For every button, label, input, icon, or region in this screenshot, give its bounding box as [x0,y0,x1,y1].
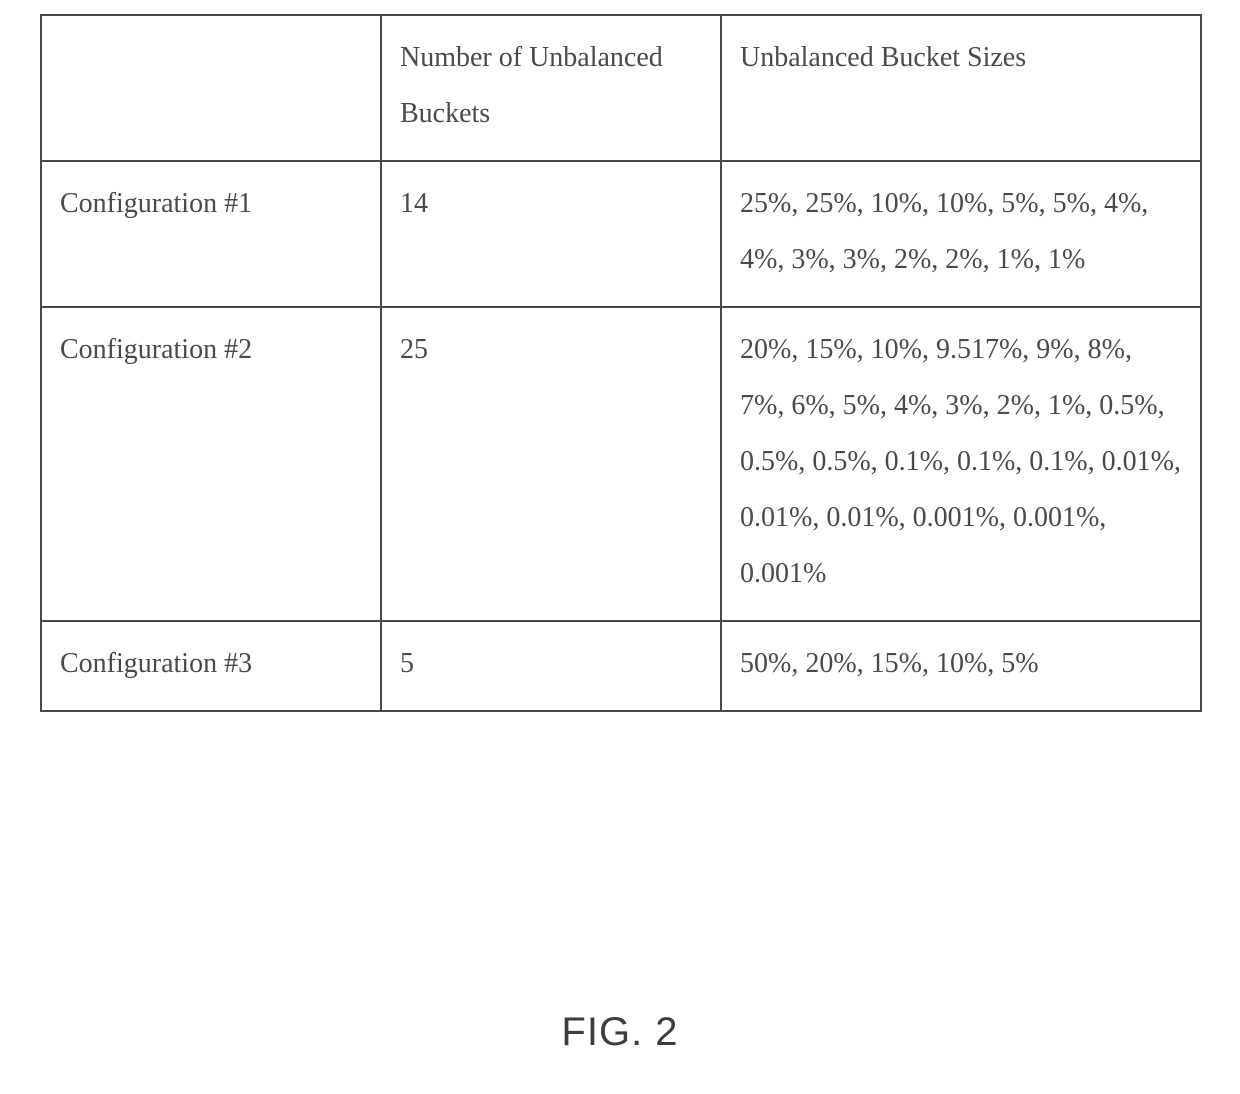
header-sizes: Unbalanced Bucket Sizes [721,15,1201,161]
table-row: Configuration #2 25 20%, 15%, 10%, 9.517… [41,307,1201,621]
config-label: Configuration #2 [41,307,381,621]
header-count: Number of Unbalanced Buckets [381,15,721,161]
figure-label: FIG. 2 [0,1010,1240,1055]
configuration-table-wrap: Number of Unbalanced Buckets Unbalanced … [40,14,1200,712]
table-header-row: Number of Unbalanced Buckets Unbalanced … [41,15,1201,161]
config-label: Configuration #1 [41,161,381,307]
config-sizes: 50%, 20%, 15%, 10%, 5% [721,621,1201,711]
config-count: 5 [381,621,721,711]
config-count: 25 [381,307,721,621]
configuration-table: Number of Unbalanced Buckets Unbalanced … [40,14,1202,712]
config-sizes: 25%, 25%, 10%, 10%, 5%, 5%, 4%, 4%, 3%, … [721,161,1201,307]
config-label: Configuration #3 [41,621,381,711]
config-count: 14 [381,161,721,307]
table-row: Configuration #1 14 25%, 25%, 10%, 10%, … [41,161,1201,307]
config-sizes: 20%, 15%, 10%, 9.517%, 9%, 8%, 7%, 6%, 5… [721,307,1201,621]
table-row: Configuration #3 5 50%, 20%, 15%, 10%, 5… [41,621,1201,711]
header-blank [41,15,381,161]
